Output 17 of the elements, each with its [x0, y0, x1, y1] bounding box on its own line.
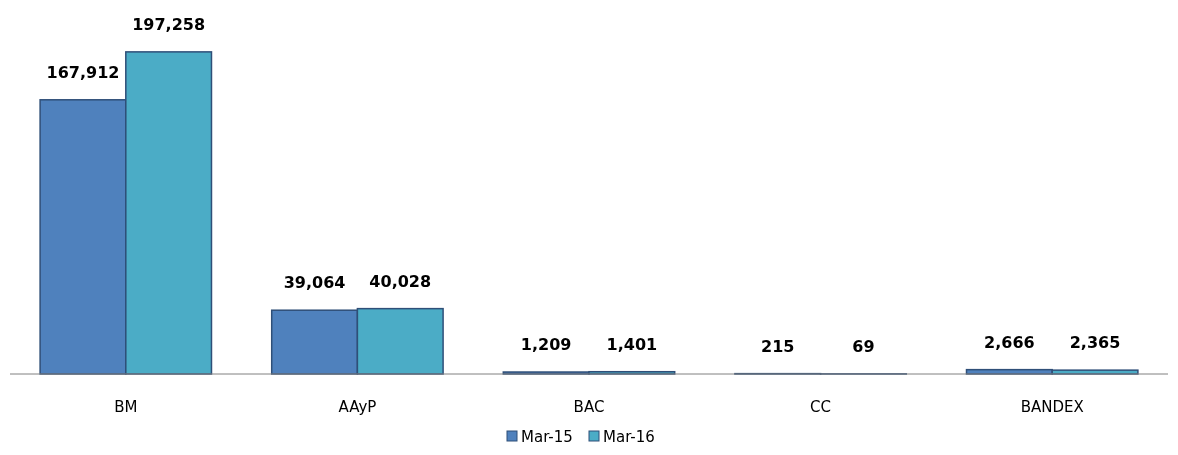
x-tick-label: BM — [114, 398, 138, 416]
x-tick-label: CC — [810, 398, 832, 416]
data-label: 167,912 — [46, 62, 120, 82]
x-tick-label: BANDEX — [1020, 398, 1084, 416]
data-label: 69 — [852, 336, 875, 356]
data-label: 40,028 — [369, 271, 432, 291]
data-label: 1,209 — [520, 335, 572, 355]
data-label: 197,258 — [132, 14, 206, 34]
data-label: 1,401 — [606, 334, 658, 354]
x-tick-label: AAyP — [338, 398, 377, 416]
data-label: 39,064 — [283, 273, 346, 293]
data-label: 215 — [761, 336, 795, 356]
legend-label: Mar-15 — [521, 428, 573, 446]
data-label: 2,365 — [1069, 333, 1121, 353]
data-label: 2,666 — [984, 332, 1035, 352]
legend-label: Mar-16 — [603, 428, 655, 446]
x-tick-label: BAC — [573, 398, 605, 416]
